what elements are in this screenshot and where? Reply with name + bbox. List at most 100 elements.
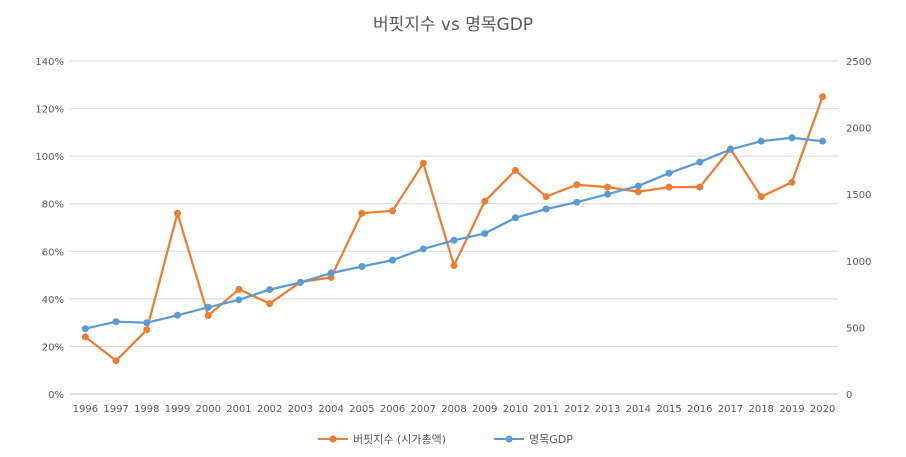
left-tick-label: 40% xyxy=(42,295,64,306)
series-layer xyxy=(81,93,827,365)
x-tick-label: 2002 xyxy=(257,404,282,415)
data-point xyxy=(235,285,243,293)
left-tick-label: 100% xyxy=(35,152,64,163)
data-point xyxy=(358,209,366,217)
x-tick-label: 2010 xyxy=(503,404,528,415)
data-point xyxy=(819,93,827,101)
x-tick-label: 2017 xyxy=(718,404,743,415)
data-point xyxy=(757,137,765,145)
data-point xyxy=(235,296,243,304)
x-tick-label: 2015 xyxy=(656,404,681,415)
data-point xyxy=(266,286,274,294)
x-tick-label: 2000 xyxy=(196,404,221,415)
legend-item-gdp: 명목GDP xyxy=(494,433,573,446)
gridlines xyxy=(70,60,838,395)
data-point xyxy=(174,311,182,319)
data-point xyxy=(573,198,581,206)
x-tick-label: 1996 xyxy=(73,404,98,415)
data-point xyxy=(511,166,519,174)
data-point xyxy=(665,169,673,177)
left-tick-label: 80% xyxy=(42,200,64,211)
data-point xyxy=(389,207,397,215)
series-line xyxy=(85,136,823,330)
data-point xyxy=(450,236,458,244)
legend-marker-gdp xyxy=(505,435,513,443)
data-point xyxy=(511,214,519,222)
data-point xyxy=(419,245,427,253)
data-point xyxy=(389,256,397,264)
data-point xyxy=(634,182,642,190)
x-tick-label: 2006 xyxy=(380,404,405,415)
right-axis-ticks: 0 500 1000 1500 2000 2500 xyxy=(846,57,871,401)
data-point xyxy=(266,300,274,308)
data-point xyxy=(327,269,335,277)
data-point xyxy=(542,193,550,201)
x-tick-label: 1998 xyxy=(134,404,159,415)
x-tick-label: 2008 xyxy=(441,404,466,415)
legend-marker-buffett xyxy=(329,435,337,443)
data-point xyxy=(573,181,581,189)
data-point xyxy=(112,357,120,365)
x-tick-label: 2005 xyxy=(349,404,374,415)
data-point xyxy=(481,197,489,205)
x-axis-ticks: 1996 1997 1998 1999 2000 2001 2002 2003 2004 2005… xyxy=(73,404,836,415)
right-tick-label: 2000 xyxy=(846,124,871,135)
left-tick-label: 140% xyxy=(35,57,64,68)
data-point xyxy=(788,178,796,186)
data-point xyxy=(665,183,673,191)
x-tick-label: 2014 xyxy=(626,404,651,415)
data-point xyxy=(604,190,612,198)
data-point xyxy=(450,262,458,270)
data-point xyxy=(143,326,151,334)
x-tick-label: 1999 xyxy=(165,404,190,415)
legend-label-buffett: 버핏지수 (시가총액) xyxy=(353,433,446,446)
x-tick-label: 1997 xyxy=(103,404,128,415)
data-point xyxy=(174,209,182,217)
left-tick-label: 0% xyxy=(48,390,64,401)
left-tick-label: 20% xyxy=(42,342,64,353)
data-point xyxy=(481,229,489,237)
data-point xyxy=(296,279,304,287)
right-tick-label: 0 xyxy=(846,390,852,401)
series-line xyxy=(84,96,824,362)
data-point xyxy=(419,159,427,167)
data-point xyxy=(819,137,827,145)
data-point xyxy=(634,188,642,196)
data-point xyxy=(757,193,765,201)
left-axis-ticks: 0% 20% 40% 60% 80% 100% 120% 140% xyxy=(35,57,64,401)
data-point xyxy=(204,312,212,320)
legend-label-gdp: 명목GDP xyxy=(529,433,573,446)
legend: 버핏지수 (시가총액) 명목GDP xyxy=(318,433,573,446)
series-buffett-index xyxy=(81,93,827,365)
data-point xyxy=(788,134,796,142)
x-tick-label: 2012 xyxy=(564,404,589,415)
right-tick-label: 500 xyxy=(846,323,865,334)
series-nominal-gdp xyxy=(81,134,827,333)
x-tick-label: 2019 xyxy=(779,404,804,415)
right-tick-label: 2500 xyxy=(846,57,871,68)
x-tick-label: 2007 xyxy=(411,404,436,415)
data-point xyxy=(542,205,550,213)
left-tick-label: 60% xyxy=(42,247,64,258)
x-tick-label: 2001 xyxy=(226,404,251,415)
right-tick-label: 1500 xyxy=(846,190,871,201)
data-point xyxy=(81,325,89,333)
data-point xyxy=(696,158,704,166)
x-tick-label: 2003 xyxy=(288,404,313,415)
data-point xyxy=(204,303,212,311)
x-tick-label: 2004 xyxy=(318,404,343,415)
data-point xyxy=(604,183,612,191)
x-tick-label: 2009 xyxy=(472,404,497,415)
right-tick-label: 1000 xyxy=(846,257,871,268)
data-point xyxy=(726,145,734,153)
x-tick-label: 2016 xyxy=(687,404,712,415)
left-tick-label: 120% xyxy=(35,105,64,116)
x-tick-label: 2011 xyxy=(533,404,558,415)
data-point xyxy=(81,333,89,341)
x-tick-label: 2013 xyxy=(595,404,620,415)
data-point xyxy=(358,263,366,271)
data-point xyxy=(112,318,120,326)
chart-title: 버핏지수 vs 명목GDP xyxy=(373,15,533,35)
